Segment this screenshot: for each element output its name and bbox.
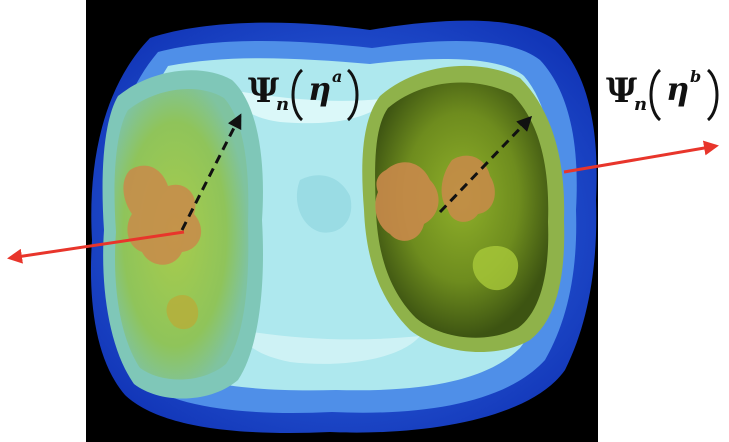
tube-cavity bbox=[296, 175, 352, 233]
dashed-arrow-left bbox=[180, 113, 242, 231]
dashed-arrow-right bbox=[438, 115, 533, 214]
red-arrow-right bbox=[563, 140, 719, 174]
label-a-sub: n bbox=[276, 94, 289, 115]
label-a-psi: Ψ bbox=[248, 71, 279, 111]
red-arrow-left bbox=[7, 230, 185, 264]
tube-shade-top bbox=[230, 90, 390, 124]
label-b-sup: b bbox=[690, 67, 701, 86]
label-b-sub: n bbox=[634, 94, 647, 115]
right-face-core-right bbox=[441, 155, 495, 222]
label-a-eta: η bbox=[308, 70, 331, 108]
left-face-patch bbox=[166, 295, 199, 330]
label-b-paren-open bbox=[649, 68, 662, 122]
label-b-eta: η bbox=[666, 70, 689, 108]
label-a-paren-open bbox=[291, 68, 304, 122]
label-psi-b: Ψ n η b bbox=[606, 67, 719, 122]
label-b-psi: Ψ bbox=[606, 71, 637, 111]
left-face-core bbox=[123, 165, 202, 265]
label-a-paren-close bbox=[346, 68, 359, 122]
label-psi-a: Ψ n η a bbox=[248, 67, 359, 122]
label-b-paren-close bbox=[706, 68, 719, 122]
right-face-highlight bbox=[472, 246, 519, 291]
label-a-sup: a bbox=[332, 67, 342, 86]
tube-shade-bottom bbox=[240, 330, 420, 364]
right-face-core-left bbox=[375, 162, 439, 241]
